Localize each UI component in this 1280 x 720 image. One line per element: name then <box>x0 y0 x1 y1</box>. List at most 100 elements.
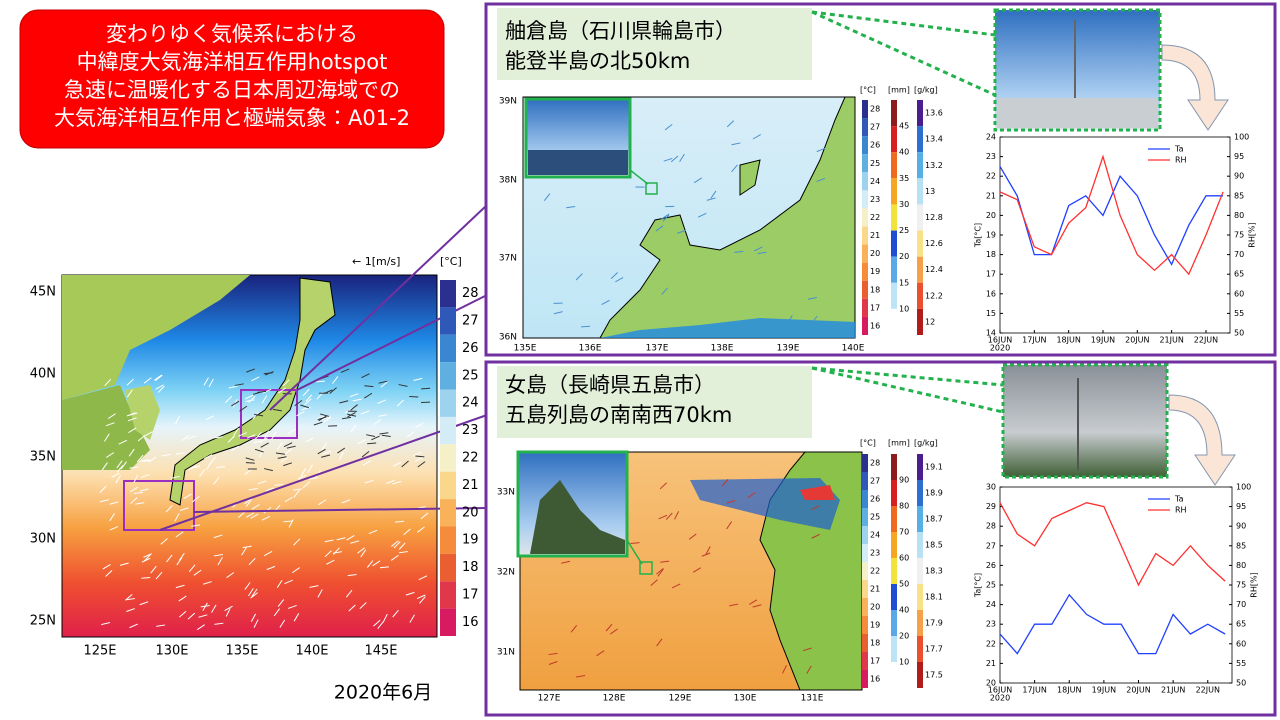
colorbar-segment <box>440 416 456 445</box>
wind-vector <box>126 378 134 386</box>
wind-vector <box>175 531 184 538</box>
wind-vector <box>126 608 135 613</box>
wind-vector <box>203 377 209 386</box>
wind-vector <box>731 142 741 146</box>
y-tick-label: 19 <box>986 231 996 240</box>
wind-vector <box>414 456 424 462</box>
lon-tick-label: 139E <box>777 344 800 354</box>
wind-vector <box>246 434 256 439</box>
wind-vector <box>315 380 325 383</box>
series-line <box>999 166 1224 266</box>
date: 2020年6月 <box>334 682 432 704</box>
colorbar-segment <box>862 526 868 544</box>
colorbar-tick-label: 16 <box>870 321 880 330</box>
lon-tick-label: 136E <box>579 344 602 354</box>
wind-vector <box>143 553 152 558</box>
wind-vector <box>277 456 287 459</box>
colorbar-tick-label: 25 <box>870 513 880 522</box>
wind-vector <box>228 385 238 389</box>
wind-vector <box>350 540 360 544</box>
wind-vector <box>244 582 251 590</box>
wind-vector <box>752 604 762 608</box>
wind-vector <box>136 454 144 463</box>
wind-vector <box>377 399 386 404</box>
wind-vector <box>782 665 787 674</box>
wind-vector <box>787 315 793 324</box>
wind-vector <box>317 416 327 421</box>
x-tick-label: 22JUN <box>1194 336 1218 345</box>
title-line: 急速に温暖化する日本周辺海域での <box>64 78 400 102</box>
colorbar-segment <box>891 558 897 584</box>
x-year-label: 2020 <box>990 344 1010 353</box>
wind-vector <box>154 374 162 381</box>
wind-vector <box>658 514 668 520</box>
wind-vector <box>130 497 138 505</box>
wind-vector <box>406 431 415 438</box>
wind-vector <box>150 565 157 574</box>
wind-vector <box>659 482 667 490</box>
colorbar-tick-label: 17.9 <box>925 619 943 628</box>
site-location: 五島列島の南南西70km <box>505 403 732 427</box>
wind-vector <box>183 493 192 499</box>
colorbar-tick-label: 25 <box>870 159 880 168</box>
wind-vector <box>811 315 818 324</box>
colorbar-segment <box>891 480 897 506</box>
wind-vector <box>208 378 214 388</box>
wind-vector <box>283 462 293 467</box>
colorbar-unit: [°C] <box>440 255 462 268</box>
colorbar-tick-label: 23 <box>870 195 880 204</box>
colorbar-segment <box>862 208 868 227</box>
wind-vector <box>662 214 670 222</box>
title-line: 中緯度大気海洋相互作用hotspot <box>77 50 388 74</box>
colorbar-tick-label: 70 <box>899 528 909 537</box>
connector <box>193 507 488 513</box>
y-tick-label: 29 <box>986 502 996 511</box>
y-tick-label: 28 <box>986 522 996 531</box>
wind-vector <box>104 433 110 442</box>
y2-tick-label: 50 <box>1236 679 1246 688</box>
wind-vector <box>263 550 273 557</box>
wind-vector <box>126 389 133 398</box>
region-box <box>123 480 195 531</box>
wind-vector <box>697 212 707 218</box>
wind-vector <box>275 452 285 455</box>
wind-vector <box>392 609 399 618</box>
lat-tick-label: 33N <box>497 488 515 498</box>
wind-vector <box>274 484 284 486</box>
colorbar-segment <box>917 308 923 335</box>
site-name: 舳倉島（石川県輪島市） <box>505 19 736 43</box>
y-axis-label: Ta[°C] <box>974 573 983 598</box>
colorbar-tick-label: 18.7 <box>925 515 943 524</box>
wind-vector <box>566 206 576 209</box>
wind-vector <box>317 589 323 598</box>
wind-vector <box>198 614 208 618</box>
wind-vector <box>175 584 185 589</box>
wind-vector <box>347 412 356 418</box>
wind-vector <box>548 652 558 656</box>
wind-vector <box>134 492 144 494</box>
wind-vector <box>630 542 640 545</box>
wind-vector <box>116 460 123 469</box>
wind-vector <box>347 573 357 577</box>
wind-vector <box>213 476 220 485</box>
wind-vector <box>276 442 283 451</box>
colorbar-tick-label: 20 <box>899 252 909 261</box>
wind-vector <box>186 435 196 440</box>
colorbar-tick-label: 17.5 <box>925 671 943 680</box>
y2-tick-label: 75 <box>1236 581 1246 590</box>
pointer <box>626 539 643 565</box>
wind-vector <box>278 387 286 394</box>
wind-vector <box>548 661 558 665</box>
y-tick-label: 30 <box>986 483 996 492</box>
wind-vector <box>143 377 152 384</box>
wind-vector <box>287 604 297 609</box>
colorbar-tick-label: 12.2 <box>925 291 943 300</box>
wind-vector <box>362 460 371 466</box>
wind-vector <box>253 619 259 628</box>
plot-area <box>999 136 1231 334</box>
wind-vector <box>248 396 256 403</box>
wind-vector <box>109 501 119 505</box>
land <box>599 96 856 339</box>
wind-vector <box>398 384 408 387</box>
